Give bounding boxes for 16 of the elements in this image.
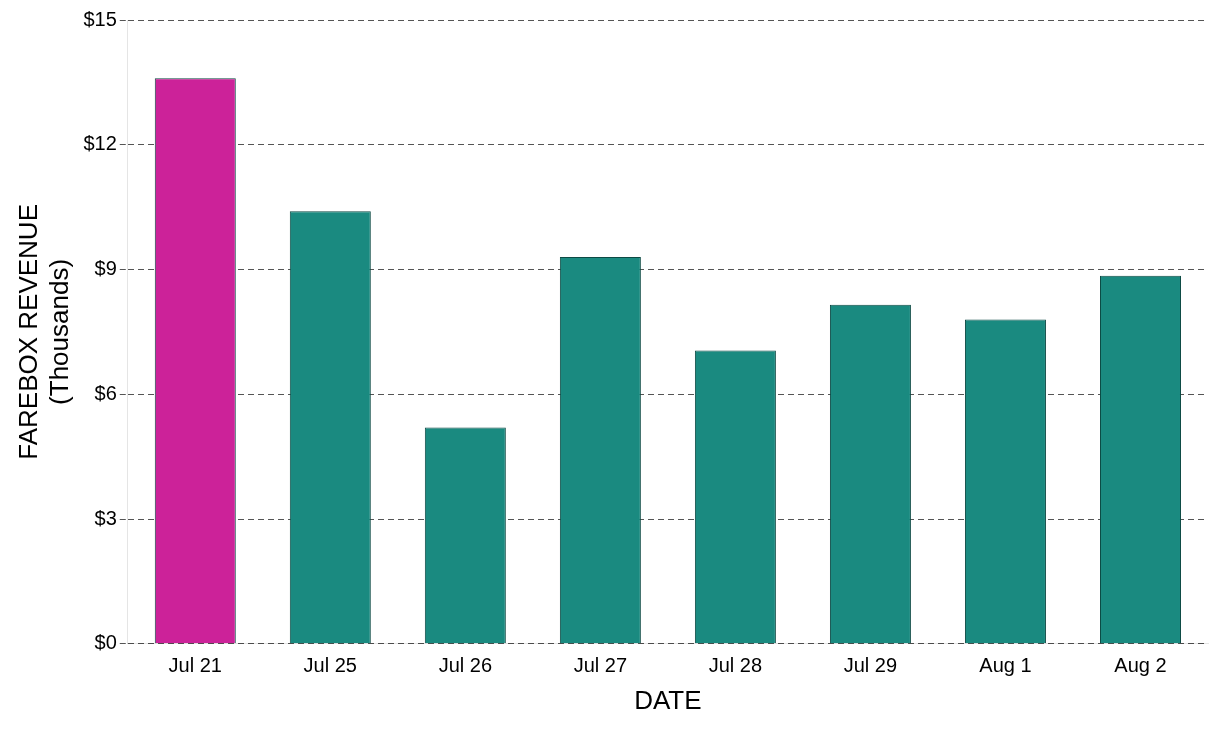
y-tick-label: $9 xyxy=(94,257,117,280)
y-tick-label: $15 xyxy=(83,7,117,30)
y-axis-title: FAREBOX REVENUE (Thousands) xyxy=(12,204,74,460)
x-tick-label: Aug 2 xyxy=(1114,654,1167,677)
x-tick-label: Jul 26 xyxy=(438,654,493,677)
x-tick-label: Jul 28 xyxy=(708,654,763,677)
y-tick-label: $12 xyxy=(83,132,117,155)
x-tick-label: Jul 25 xyxy=(303,654,357,677)
y-tick-label: $6 xyxy=(94,381,117,404)
x-tick-label: Jul 21 xyxy=(168,654,222,677)
x-tick-label: Jul 29 xyxy=(843,654,898,677)
x-axis-title: DATE xyxy=(634,684,702,715)
y-tick-label: $0 xyxy=(94,631,117,654)
x-tick-label: Jul 27 xyxy=(573,654,628,677)
x-tick-label: Aug 1 xyxy=(979,654,1032,677)
y-tick-label: $3 xyxy=(94,506,117,529)
